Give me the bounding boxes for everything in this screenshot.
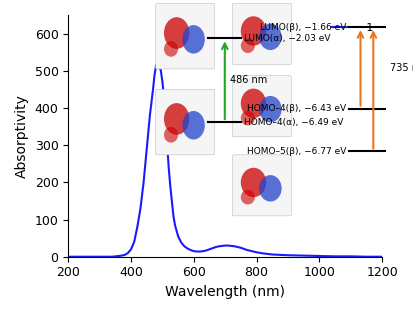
Ellipse shape [164, 127, 178, 143]
Ellipse shape [259, 175, 282, 202]
FancyBboxPatch shape [233, 76, 291, 137]
Y-axis label: Absorptivity: Absorptivity [15, 94, 29, 178]
X-axis label: Wavelength (nm): Wavelength (nm) [165, 285, 285, 299]
Text: LUMO(β), −1.66 eV: LUMO(β), −1.66 eV [260, 23, 347, 32]
FancyBboxPatch shape [156, 89, 215, 155]
Legend: −1: −1 [330, 20, 377, 35]
Ellipse shape [241, 38, 255, 53]
Ellipse shape [241, 16, 266, 46]
Ellipse shape [241, 89, 266, 118]
FancyBboxPatch shape [156, 3, 215, 69]
Ellipse shape [164, 103, 189, 135]
FancyBboxPatch shape [233, 3, 291, 64]
Ellipse shape [241, 168, 266, 197]
Ellipse shape [259, 96, 282, 122]
Ellipse shape [241, 111, 255, 125]
Text: LUMO(α), −2.03 eV: LUMO(α), −2.03 eV [244, 34, 330, 43]
FancyBboxPatch shape [233, 155, 291, 216]
Ellipse shape [164, 41, 178, 57]
Ellipse shape [182, 111, 205, 139]
Text: 735 nm: 735 nm [390, 63, 413, 73]
Ellipse shape [241, 190, 255, 204]
Ellipse shape [182, 25, 205, 54]
Text: HOMO–4(α), −6.49 eV: HOMO–4(α), −6.49 eV [244, 117, 343, 127]
Text: HOMO–5(β), −6.77 eV: HOMO–5(β), −6.77 eV [247, 147, 347, 156]
Ellipse shape [259, 24, 282, 50]
Ellipse shape [164, 17, 189, 49]
Text: HOMO–4(β), −6.43 eV: HOMO–4(β), −6.43 eV [247, 104, 347, 113]
Text: 486 nm: 486 nm [230, 75, 267, 85]
